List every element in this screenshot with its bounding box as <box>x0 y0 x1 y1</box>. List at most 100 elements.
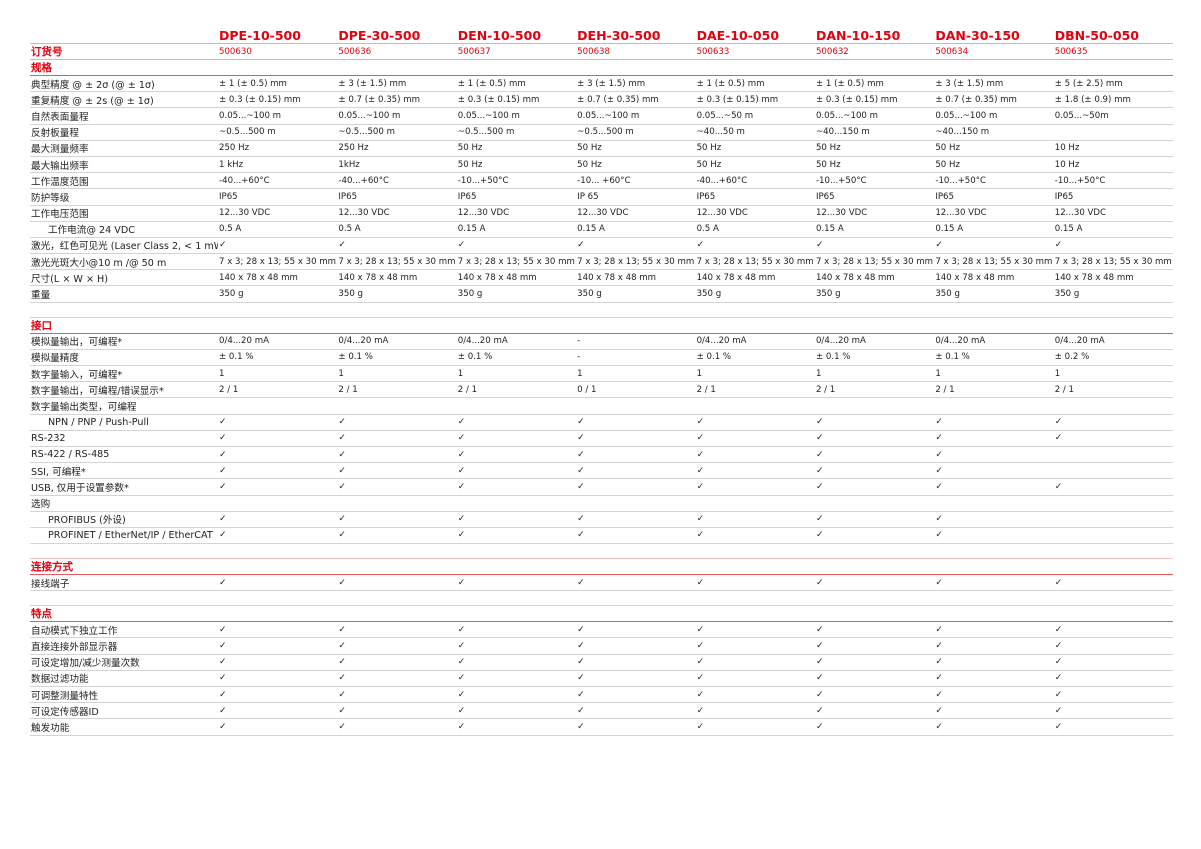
check-icon: ✓ <box>1053 686 1174 704</box>
cell-value <box>456 495 577 512</box>
cell-value: ± 0.7 (± 0.35) mm <box>337 91 457 109</box>
cell-value: IP65 <box>814 188 935 206</box>
check-icon: ✓ <box>218 414 338 431</box>
check-icon: ✓ <box>934 237 1054 255</box>
cell-value <box>934 495 1054 512</box>
cell-value: 140 x 78 x 48 mm <box>695 269 815 287</box>
check-icon: ✓ <box>576 237 696 255</box>
row-label: 可设定增加/减少测量次数 <box>30 654 218 671</box>
cell-value: 7 x 3; 28 x 13; 55 x 30 mm <box>456 253 577 271</box>
cell-value: 140 x 78 x 48 mm <box>934 269 1054 287</box>
cell-value: ± 1 (± 0.5) mm <box>218 75 338 93</box>
cell-value: ± 0.3 (± 0.15) mm <box>218 91 338 109</box>
check-icon: ✓ <box>934 574 1054 592</box>
cell-value: 350 g <box>934 285 1054 303</box>
cell-value <box>1053 124 1174 141</box>
cell-value: 140 x 78 x 48 mm <box>218 269 338 287</box>
cell-value: IP65 <box>1053 188 1174 206</box>
check-icon: ✓ <box>576 511 696 528</box>
table-row: 工作温度范围 -40...+60°C -40...+60°C -10...+50°C -… <box>30 172 1174 190</box>
table-row: 最大输出频率 1 kHz 1kHz 50 Hz 50 Hz 50 Hz 50 Hz 50 Hz… <box>30 156 1174 174</box>
check-icon: ✓ <box>218 511 338 528</box>
cell-value: ± 0.3 (± 0.15) mm <box>695 91 815 109</box>
cell-value: ± 0.1 % <box>218 349 338 367</box>
check-icon: ✓ <box>934 478 1054 496</box>
cell-value: 350 g <box>814 285 935 303</box>
row-label: 可设定传感器ID <box>30 702 218 720</box>
header-blank <box>30 27 218 44</box>
order-number: 500638 <box>576 43 696 60</box>
row-label: 重复精度 @ ± 2s (@ ± 1σ) <box>30 91 218 109</box>
check-icon: ✓ <box>934 527 1054 545</box>
row-label: 工作电流@ 24 VDC <box>30 221 218 238</box>
cell-value: ± 0.7 (± 0.35) mm <box>934 91 1054 109</box>
table-row: 选购 <box>30 495 1174 512</box>
cell-value: ± 0.3 (± 0.15) mm <box>456 91 577 109</box>
row-label: 可调整测量特性 <box>30 686 218 704</box>
order-number: 500632 <box>814 43 935 60</box>
cell-value: 0.05...~50 m <box>695 107 815 125</box>
cell-value: 1 kHz <box>218 156 338 174</box>
cell-value: 2 / 1 <box>814 381 935 399</box>
check-icon: ✓ <box>1053 621 1174 639</box>
check-icon: ✓ <box>576 430 696 447</box>
check-icon: ✓ <box>576 718 696 736</box>
cell-value: 7 x 3; 28 x 13; 55 x 30 mm <box>814 253 935 271</box>
row-label: NPN / PNP / Push-Pull <box>30 414 218 431</box>
section-spacer <box>30 543 1174 560</box>
model-name: DEN-10-500 <box>456 27 577 44</box>
row-label: 最大测量频率 <box>30 140 218 157</box>
check-icon: ✓ <box>934 430 1054 447</box>
row-label: SSI, 可编程* <box>30 462 218 480</box>
check-icon: ✓ <box>934 654 1054 671</box>
section-heading-row: 接口 <box>30 317 1174 334</box>
check-icon: ✓ <box>218 462 338 480</box>
cell-value: 10 Hz <box>1053 140 1174 157</box>
row-label: 数字量输出类型，可编程 <box>30 397 218 415</box>
check-icon: ✓ <box>456 574 577 592</box>
table-row: 直接连接外部显示器 ✓ ✓ ✓ ✓ ✓ ✓ ✓ ✓ <box>30 637 1174 655</box>
check-icon: ✓ <box>218 654 338 671</box>
table-row: 反射板量程 ~0.5...500 m ~0.5...500 m ~0.5...5… <box>30 124 1174 141</box>
cell-value: 2 / 1 <box>456 381 577 399</box>
cell-value: 50 Hz <box>576 140 696 157</box>
check-icon: ✓ <box>456 686 577 704</box>
cell-value: ± 1.8 (± 0.9) mm <box>1053 91 1174 109</box>
cell-value: 0.05...~100 m <box>576 107 696 125</box>
cell-value: - <box>576 333 696 350</box>
cell-value: IP65 <box>337 188 457 206</box>
check-icon: ✓ <box>456 446 577 464</box>
cell-value: 1 <box>456 365 577 383</box>
cell-value: 50 Hz <box>814 156 935 174</box>
cell-value: -10...+50°C <box>814 172 935 190</box>
check-icon: ✓ <box>576 686 696 704</box>
cell-value: 7 x 3; 28 x 13; 55 x 30 mm <box>934 253 1054 271</box>
check-icon: ✓ <box>218 621 338 639</box>
check-icon: ✓ <box>695 446 815 464</box>
check-icon: ✓ <box>337 237 457 255</box>
cell-value: 0 / 1 <box>576 381 696 399</box>
check-icon: ✓ <box>218 430 338 447</box>
order-number-label: 订货号 <box>30 43 218 60</box>
check-icon: ✓ <box>695 511 815 528</box>
cell-value: 50 Hz <box>456 156 577 174</box>
check-icon: ✓ <box>337 654 457 671</box>
cell-value: 350 g <box>1053 285 1174 303</box>
cell-value: 12...30 VDC <box>695 205 815 222</box>
check-icon: ✓ <box>1053 430 1174 447</box>
table-row: 可设定增加/减少测量次数 ✓ ✓ ✓ ✓ ✓ ✓ ✓ ✓ <box>30 654 1174 671</box>
cell-value: 7 x 3; 28 x 13; 55 x 30 mm <box>695 253 815 271</box>
check-icon: ✓ <box>337 414 457 431</box>
check-icon: ✓ <box>1053 414 1174 431</box>
check-icon: ✓ <box>456 718 577 736</box>
table-row: 触发功能 ✓ ✓ ✓ ✓ ✓ ✓ ✓ ✓ <box>30 718 1174 736</box>
check-icon: ✓ <box>934 718 1054 736</box>
row-label: 激光光斑大小@10 m /@ 50 m <box>30 253 218 271</box>
order-number: 500637 <box>456 43 577 60</box>
check-icon: ✓ <box>456 462 577 480</box>
check-icon: ✓ <box>695 670 815 688</box>
check-icon: ✓ <box>695 686 815 704</box>
check-icon: ✓ <box>814 462 935 480</box>
check-icon: ✓ <box>337 718 457 736</box>
cell-value: 2 / 1 <box>218 381 338 399</box>
